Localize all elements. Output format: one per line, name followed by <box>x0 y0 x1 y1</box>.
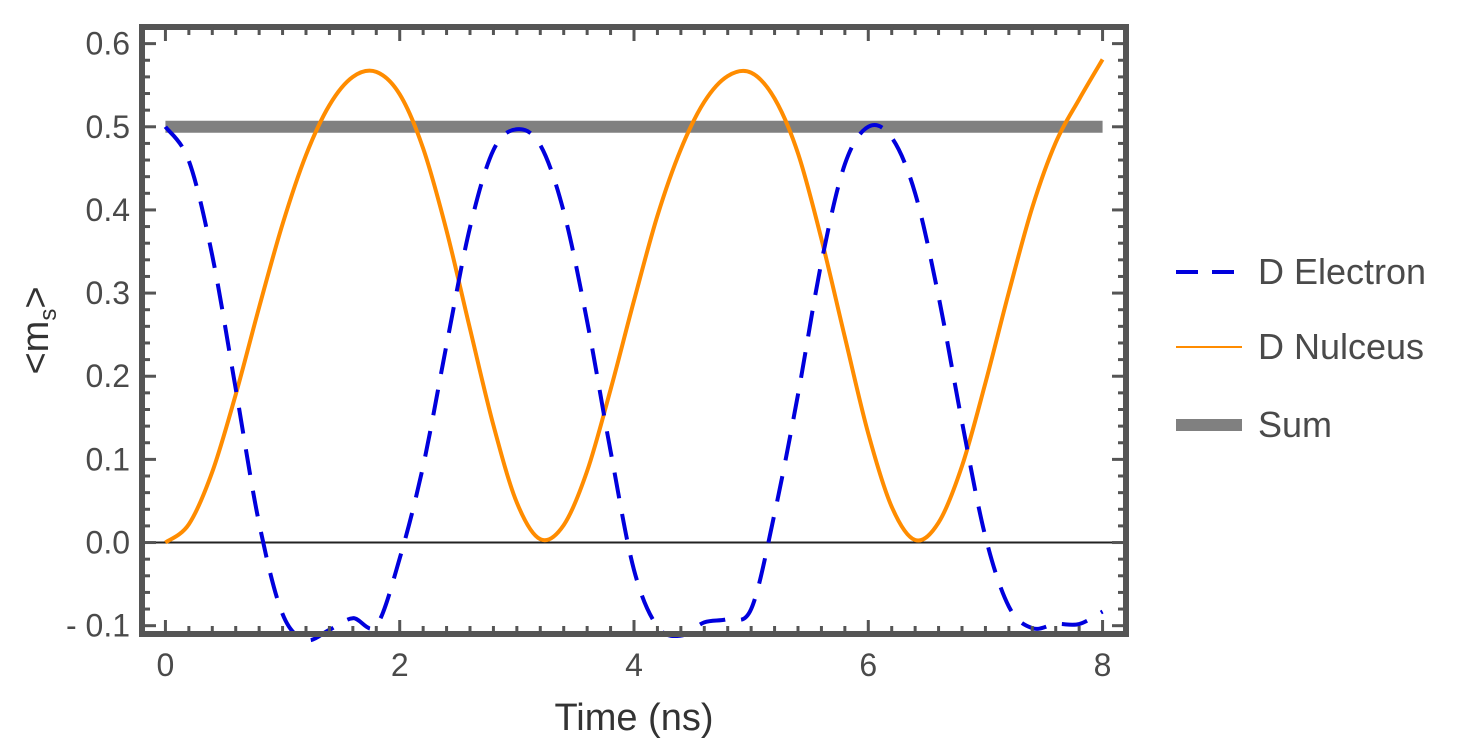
legend-label: D Nulceus <box>1258 326 1424 367</box>
y-tick-label: 0.5 <box>86 109 130 145</box>
x-axis-title: Time (ns) <box>554 697 713 739</box>
legend: D Electron D Nulceus Sum <box>1176 251 1426 445</box>
y-tick-label: 0.4 <box>86 192 130 228</box>
tick-labels: 0 2 4 6 8 - 0.1 0.0 0.1 0.2 0.3 0.4 0.5 0.6 <box>66 26 1112 683</box>
x-tick-label: 6 <box>859 647 877 683</box>
series-layer <box>163 58 1105 643</box>
y-tick-label: 0.2 <box>86 358 130 394</box>
y-tick-label: 0.0 <box>86 525 130 561</box>
y-tick-label: 0.3 <box>86 275 130 311</box>
y-axis-title: <ms> <box>15 286 62 374</box>
legend-label: D Electron <box>1258 251 1426 292</box>
x-tick-label: 2 <box>391 647 409 683</box>
y-tick-label: - 0.1 <box>66 608 130 644</box>
ticks <box>142 27 1126 634</box>
y-tick-label: 0.1 <box>86 441 130 477</box>
y-axis-title-subscript: s <box>35 309 62 321</box>
legend-label: Sum <box>1258 404 1332 445</box>
x-tick-label: 0 <box>157 647 175 683</box>
y-axis-title-suffix: > <box>15 286 57 308</box>
x-tick-label: 4 <box>625 647 643 683</box>
x-tick-label: 8 <box>1094 647 1112 683</box>
series-electron-line <box>163 123 1104 643</box>
y-tick-label: 0.6 <box>86 26 130 62</box>
series-nucleus-line <box>164 58 1105 545</box>
y-axis-title-prefix: <m <box>15 321 57 375</box>
